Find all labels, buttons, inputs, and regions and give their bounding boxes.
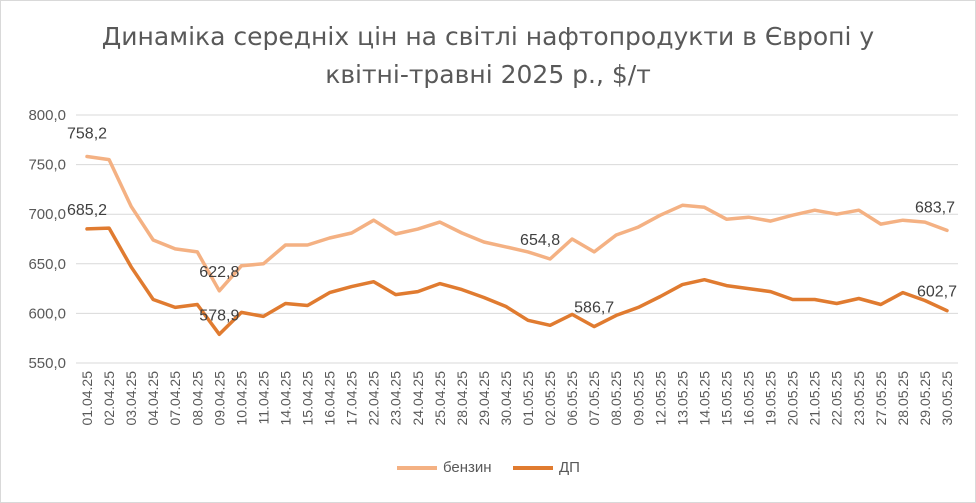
- x-tick-label: 29.05.25: [917, 371, 933, 426]
- y-tick-label: 600,0: [28, 305, 66, 322]
- x-tick-label: 12.05.25: [652, 371, 668, 426]
- series-line-benzin: [85, 154, 949, 293]
- x-tick-label: 11.04.25: [255, 371, 271, 425]
- x-tick-label: 08.04.25: [189, 371, 205, 426]
- y-tick-label: 700,0: [28, 206, 66, 223]
- data-label: 683,7: [915, 199, 955, 216]
- data-label: 586,7: [574, 300, 614, 317]
- x-tick-label: 15.04.25: [300, 371, 316, 426]
- x-tick-label: 01.05.25: [520, 371, 536, 426]
- data-label: 654,8: [520, 232, 560, 249]
- x-tick-label: 28.04.25: [454, 371, 470, 426]
- x-tick-label: 28.05.25: [895, 371, 911, 426]
- x-tick-label: 16.04.25: [322, 371, 338, 426]
- legend: бензин ДП: [0, 457, 976, 481]
- x-tick-label: 27.05.25: [873, 371, 889, 426]
- chart-title-line2: квітні-травні 2025 р., $/т: [325, 60, 651, 89]
- x-tick-label: 20.05.25: [785, 371, 801, 426]
- data-label: 758,2: [67, 125, 107, 142]
- chart-title-line1: Динаміка середніх цін на світлі нафтопро…: [101, 22, 875, 51]
- x-tick-label: 09.05.25: [630, 371, 646, 426]
- legend-item-dp: ДП: [513, 459, 580, 476]
- series-line-dp: [85, 226, 949, 337]
- x-tick-label: 24.04.25: [410, 371, 426, 426]
- x-tick-label: 14.04.25: [277, 371, 293, 426]
- x-tick-label: 07.05.25: [586, 371, 602, 426]
- data-label: 602,7: [917, 284, 957, 301]
- x-tick-label: 16.05.25: [741, 371, 757, 426]
- x-tick-label: 25.04.25: [432, 371, 448, 426]
- legend-swatch-dp: [513, 465, 553, 470]
- x-tick-label: 01.04.25: [79, 371, 95, 426]
- x-tick-label: 22.05.25: [829, 371, 845, 426]
- x-tick-label: 17.04.25: [344, 371, 360, 426]
- x-tick-label: 06.05.25: [564, 371, 580, 426]
- x-tick-label: 02.04.25: [101, 371, 117, 426]
- x-tick-label: 15.05.25: [718, 371, 734, 426]
- x-tick-label: 23.05.25: [851, 371, 867, 426]
- legend-label-dp: ДП: [559, 459, 580, 476]
- data-label: 578,9: [199, 307, 239, 324]
- x-tick-label: 02.05.25: [542, 371, 558, 426]
- x-tick-label: 04.04.25: [145, 371, 161, 426]
- x-tick-label: 21.05.25: [807, 371, 823, 426]
- x-tick-label: 19.05.25: [763, 371, 779, 426]
- y-tick-label: 650,0: [28, 256, 66, 273]
- legend-label-benzin: бензин: [443, 459, 492, 476]
- x-tick-label: 29.04.25: [476, 371, 492, 426]
- y-tick-label: 800,0: [28, 107, 66, 124]
- y-tick-label: 750,0: [28, 157, 66, 174]
- legend-item-benzin: бензин: [397, 459, 492, 476]
- data-label: 685,2: [67, 202, 107, 219]
- x-tick-label: 10.04.25: [233, 371, 249, 426]
- x-tick-label: 09.04.25: [211, 371, 227, 426]
- x-tick-label: 03.04.25: [123, 371, 139, 426]
- x-tick-label: 23.04.25: [388, 371, 404, 426]
- y-tick-label: 550,0: [28, 355, 66, 372]
- x-tick-label: 07.04.25: [167, 371, 183, 426]
- x-tick-label: 30.05.25: [939, 371, 955, 426]
- x-tick-label: 22.04.25: [366, 371, 382, 426]
- legend-swatch-benzin: [397, 465, 437, 470]
- x-tick-label: 30.04.25: [498, 371, 514, 426]
- data-label: 622,8: [199, 264, 239, 281]
- x-tick-label: 08.05.25: [608, 371, 624, 426]
- x-tick-label: 14.05.25: [696, 371, 712, 426]
- x-tick-label: 13.05.25: [674, 371, 690, 426]
